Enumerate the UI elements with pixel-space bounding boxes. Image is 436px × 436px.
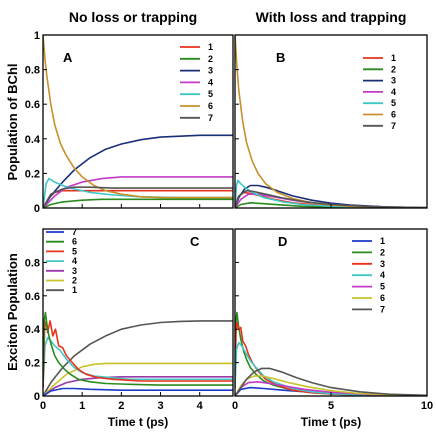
series-line-5	[43, 177, 233, 208]
series-group	[43, 35, 233, 208]
series-line-5	[235, 179, 427, 208]
legend-label-6: 6	[72, 237, 77, 247]
legend-label-3: 3	[391, 76, 396, 86]
x-tick-label: 4	[197, 400, 204, 412]
legend-label-7: 7	[391, 121, 396, 131]
series-group	[235, 35, 427, 208]
legend-label-3: 3	[208, 66, 213, 76]
series-line-2	[43, 362, 233, 396]
legend-label-6: 6	[380, 293, 385, 303]
column-titles: No loss or trapping With loss and trappin…	[69, 9, 407, 25]
legend-label-4: 4	[72, 256, 77, 266]
series-line-3	[235, 321, 427, 396]
legend-label-7: 7	[380, 304, 385, 314]
y-tick-label: 0.8	[25, 65, 40, 77]
x-axis-label: Time t (ps)	[301, 415, 361, 429]
y-tick-label: 0.6	[25, 99, 40, 111]
x-tick-label: 10	[421, 400, 433, 412]
legend-label-1: 1	[380, 236, 385, 246]
y-tick-label: 0.2	[25, 168, 40, 180]
legend-label-7: 7	[72, 227, 77, 237]
axes-frame	[42, 228, 234, 397]
legend-label-5: 5	[208, 89, 213, 99]
legend-label-2: 2	[208, 54, 213, 64]
y-tick-label: 0.6	[25, 291, 40, 303]
x-tick-label: 3	[157, 400, 163, 412]
y-tick-label: 0.4	[25, 134, 41, 146]
series-line-4	[43, 336, 233, 388]
legend-label-5: 5	[391, 98, 396, 108]
y-tick-label: 0.2	[25, 358, 40, 370]
legend-label-5: 5	[380, 282, 385, 292]
y-tick-label: 0	[34, 203, 40, 215]
legend: 12 345 67	[363, 53, 396, 131]
y-tick-label: 0.8	[25, 257, 40, 269]
x-tick-label: 2	[118, 400, 124, 412]
legend-label-1: 1	[72, 285, 77, 295]
row-labels: Population of BChl Exciton Population	[5, 64, 20, 371]
series-line-4	[235, 341, 427, 396]
legend-label-6: 6	[208, 101, 213, 111]
series-line-4	[43, 176, 233, 208]
series-line-2	[43, 198, 233, 208]
legend-label-4: 4	[208, 77, 213, 87]
series-line-6	[43, 35, 233, 199]
series-group	[43, 311, 233, 396]
series-line-6	[43, 311, 233, 386]
axes-frame	[42, 34, 234, 209]
legend-label-4: 4	[391, 87, 396, 97]
legend: 1 2 34 5 6 7	[180, 42, 213, 123]
legend-label-2: 2	[380, 247, 385, 257]
y-tick-label: 0.4	[25, 324, 41, 336]
legend: 12 34 567	[352, 236, 385, 314]
panel-b: B 12 345 67	[234, 34, 428, 209]
x-tick-label: 5	[328, 400, 334, 412]
column-title-2: With loss and trapping	[256, 9, 407, 25]
legend-label-3: 3	[72, 266, 77, 276]
panel-letter: D	[278, 234, 287, 249]
x-tick-label: 1	[79, 400, 85, 412]
series-group	[235, 311, 427, 396]
y-tick-label: 0	[34, 391, 40, 403]
legend-label-1: 1	[208, 42, 213, 52]
panel-letter: C	[190, 234, 200, 249]
x-tick-label: 0	[40, 400, 46, 412]
series-line-6	[235, 35, 427, 208]
legend-label-2: 2	[391, 64, 396, 74]
column-title-1: No loss or trapping	[69, 9, 197, 25]
legend-label-7: 7	[208, 113, 213, 123]
series-line-7	[43, 186, 233, 208]
panel-a: 0 0.2 0.4 0.6 0.8 1 A 1 2 34 5 6 7	[25, 30, 234, 215]
x-axis-label: Time t (ps)	[108, 415, 168, 429]
x-tick-label: 0	[232, 400, 238, 412]
panel-letter: A	[63, 50, 73, 65]
axes-frame	[234, 228, 428, 397]
series-line-5	[235, 381, 427, 396]
legend-label-1: 1	[391, 53, 396, 63]
legend-label-3: 3	[380, 259, 385, 269]
legend-label-5: 5	[72, 246, 77, 256]
legend-label-4: 4	[380, 270, 385, 280]
series-line-3	[43, 134, 233, 208]
legend-label-6: 6	[391, 110, 396, 120]
legend-label-2: 2	[72, 276, 77, 286]
series-line-7	[43, 387, 233, 396]
row-label-2: Exciton Population	[5, 253, 20, 371]
panel-letter: B	[276, 50, 285, 65]
row-label-1: Population of BChl	[5, 64, 20, 181]
series-line-7	[235, 367, 427, 396]
y-tick-label: 1	[34, 30, 40, 42]
series-line-7	[235, 189, 427, 208]
